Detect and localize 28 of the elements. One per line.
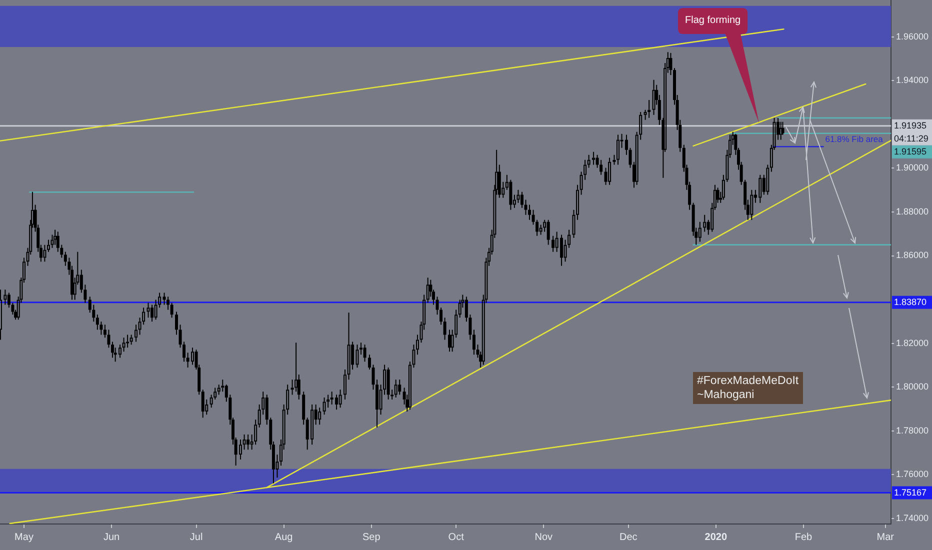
ref-line-label: 1.75167 (894, 487, 927, 498)
y-tick-label: 1.86000 (896, 250, 929, 260)
ref-line-label: 1.83870 (894, 296, 927, 307)
y-tick-label: 1.96000 (896, 31, 929, 42)
y-tick-label: 1.88000 (896, 206, 929, 216)
annotation: Flag forming (685, 15, 741, 27)
x-tick-label: Dec (619, 532, 638, 543)
x-tick-label: Feb (794, 532, 813, 543)
x-tick-label: Jun (103, 532, 120, 543)
annotation: #ForexMadeMeDoIt ~Mahogani (693, 372, 803, 404)
annotation: 1.91595 (894, 146, 927, 156)
ref-line-label: 1.91935 04:11:29 (894, 120, 928, 144)
y-tick-label: 1.94000 (896, 75, 929, 86)
x-tick-label: 2020 (704, 532, 728, 543)
y-tick-label: 1.74000 (896, 512, 929, 523)
y-tick-label: 1.82000 (896, 338, 929, 348)
x-tick-label: Aug (274, 532, 293, 543)
x-tick-label: May (14, 532, 34, 543)
x-tick-label: Jul (190, 532, 203, 543)
x-tick-label: Sep (362, 532, 381, 543)
y-tick-label: 1.78000 (896, 425, 929, 436)
series-label: 61.8% Fib area (825, 134, 884, 144)
y-tick-label: 1.80000 (896, 382, 929, 392)
y-tick-label: 1.90000 (896, 162, 929, 173)
x-tick-label: Oct (448, 532, 464, 543)
x-tick-label: Nov (534, 532, 553, 543)
y-tick-label: 1.76000 (896, 469, 929, 480)
x-tick-label: Mar (876, 532, 895, 543)
